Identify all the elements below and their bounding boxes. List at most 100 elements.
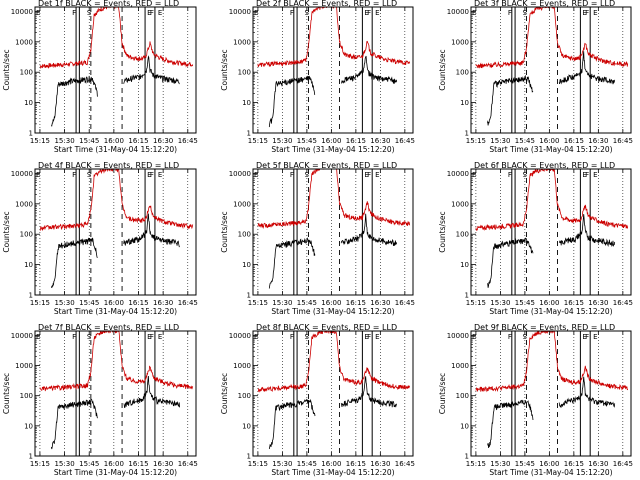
x-tick-label: 15:15 — [30, 299, 50, 307]
marker-label: F — [585, 9, 589, 17]
x-tick-label: 15:45 — [297, 460, 317, 468]
marker-label: E — [375, 9, 379, 17]
marker-label: F — [150, 9, 154, 17]
x-tick-label: 16:30 — [588, 137, 608, 145]
series-events-line — [123, 375, 180, 408]
marker-label: E — [36, 333, 40, 341]
x-tick-label: 16:30 — [588, 299, 608, 307]
y-tick-label: 10 — [242, 261, 251, 269]
marker-label: S — [523, 171, 528, 179]
x-tick-label: 15:30 — [490, 460, 510, 468]
x-tick-label: 15:15 — [248, 299, 268, 307]
y-tick-label: 1 — [247, 130, 251, 138]
x-tick-label: 16:15 — [128, 137, 148, 145]
y-tick-label: 100 — [456, 231, 469, 239]
x-tick-label: 15:30 — [54, 137, 74, 145]
series-events-line — [268, 398, 316, 450]
x-tick-label: 16:00 — [539, 299, 559, 307]
series-events-line — [558, 214, 616, 247]
y-tick-label: 1000 — [233, 200, 251, 208]
series-lld-line — [39, 169, 194, 231]
y-tick-label: 10000 — [447, 332, 469, 340]
marker-label: F — [508, 333, 512, 341]
plot-frame — [34, 330, 197, 457]
x-tick-label: 15:15 — [248, 460, 268, 468]
y-tick-label: 10000 — [229, 170, 251, 178]
series-lld-line — [257, 331, 411, 393]
y-tick-label: 1 — [247, 292, 251, 300]
marker-label: F — [290, 9, 294, 17]
marker-label: S — [87, 9, 92, 17]
y-tick-label: 1000 — [15, 362, 33, 370]
x-axis-label: Start Time (31-May-04 15:12:20) — [54, 307, 177, 316]
x-tick-label: 16:45 — [178, 299, 198, 307]
x-axis-label: Start Time (31-May-04 15:12:20) — [271, 468, 394, 477]
plot-frame — [252, 330, 414, 457]
panel-title: Det 5f BLACK = Events, RED = LLD — [256, 161, 397, 170]
y-tick-label: 100 — [20, 69, 33, 77]
marker-label: F — [290, 171, 294, 179]
marker-label: E — [36, 171, 40, 179]
y-tick-label: 10000 — [229, 332, 251, 340]
panel-title: Det 2f BLACK = Events, RED = LLD — [256, 0, 397, 8]
y-tick-label: 1000 — [451, 362, 469, 370]
x-tick-label: 15:45 — [79, 460, 99, 468]
y-axis-label: Counts/sec — [220, 49, 229, 90]
x-tick-label: 16:45 — [613, 299, 633, 307]
series-lld-line — [257, 7, 411, 68]
x-tick-label: 16:00 — [321, 460, 341, 468]
x-tick-label: 16:45 — [395, 137, 415, 145]
marker-label: F — [72, 333, 76, 341]
y-tick-label: 1 — [465, 453, 469, 461]
x-tick-label: 16:15 — [564, 460, 584, 468]
marker-label: E — [147, 171, 151, 179]
series-events-line — [340, 376, 398, 408]
y-tick-label: 10000 — [11, 170, 33, 178]
x-tick-label: 16:30 — [370, 299, 390, 307]
marker-label: F — [585, 171, 589, 179]
marker-label: E — [375, 333, 379, 341]
y-tick-label: 100 — [238, 231, 251, 239]
x-tick-label: 16:00 — [539, 137, 559, 145]
x-axis-label: Start Time (31-May-04 15:12:20) — [54, 145, 177, 154]
marker-label: F — [72, 171, 76, 179]
plot-frame — [34, 6, 197, 134]
x-tick-label: 15:30 — [54, 299, 74, 307]
marker-label: S — [523, 333, 528, 341]
x-tick-label: 16:30 — [370, 137, 390, 145]
marker-label: E — [158, 333, 162, 341]
y-axis-label: Counts/sec — [438, 373, 447, 414]
y-tick-label: 100 — [20, 231, 33, 239]
y-axis-label: Counts/sec — [2, 211, 11, 252]
marker-label: E — [472, 333, 476, 341]
x-tick-label: 16:15 — [346, 460, 366, 468]
marker-label: E — [364, 171, 368, 179]
marker-label: E — [582, 171, 586, 179]
marker-label: E — [158, 9, 162, 17]
x-axis-label: Start Time (31-May-04 15:12:20) — [271, 307, 394, 316]
series-events-line — [51, 237, 98, 289]
marker-label: S — [305, 171, 310, 179]
x-tick-label: 16:15 — [346, 299, 366, 307]
x-tick-label: 16:00 — [104, 137, 124, 145]
series-lld-line — [475, 169, 629, 232]
panel-title: Det 6f BLACK = Events, RED = LLD — [474, 161, 615, 170]
x-tick-label: 16:45 — [395, 299, 415, 307]
marker-label: F — [367, 333, 371, 341]
y-tick-label: 1 — [29, 453, 33, 461]
x-tick-label: 15:15 — [30, 137, 50, 145]
y-tick-label: 1000 — [15, 200, 33, 208]
marker-label: F — [367, 171, 371, 179]
y-tick-label: 10 — [242, 422, 251, 430]
x-tick-label: 16:45 — [178, 460, 198, 468]
x-tick-label: 15:15 — [466, 299, 486, 307]
x-tick-label: 15:15 — [30, 460, 50, 468]
x-tick-label: 16:30 — [153, 460, 173, 468]
y-axis-label: Counts/sec — [2, 373, 11, 414]
x-tick-label: 16:00 — [321, 137, 341, 145]
